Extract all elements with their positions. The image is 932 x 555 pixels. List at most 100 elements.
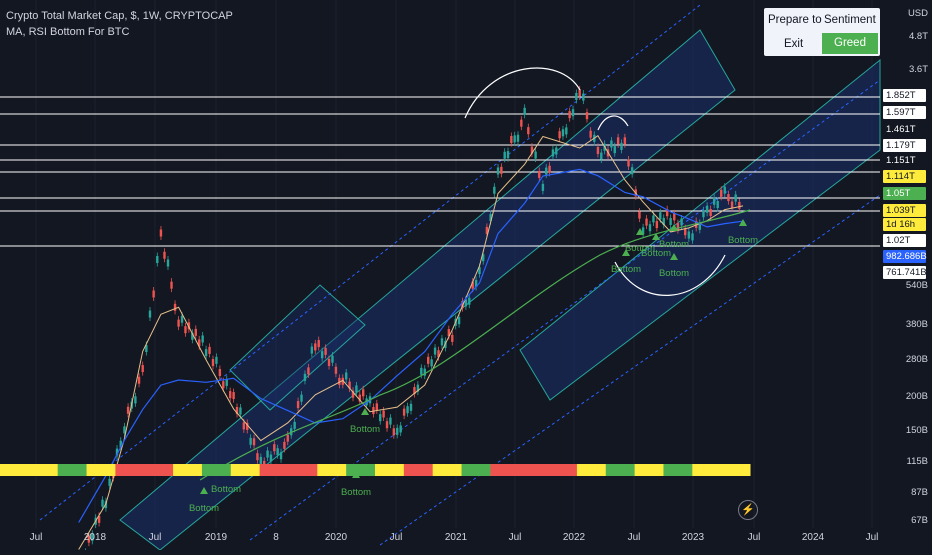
time-tick: 2019 [204, 532, 228, 543]
rsi-segment [692, 464, 722, 476]
candle-body [673, 213, 676, 221]
candle-body [211, 359, 215, 367]
rsi-segment [0, 464, 30, 476]
candle-body [589, 130, 592, 138]
candle-body [694, 220, 698, 228]
chart-title[interactable]: Crypto Total Market Cap, $, 1W, CRYPTOCA… [6, 10, 233, 22]
price-tag: 1.597T [883, 106, 926, 119]
candle-body [613, 146, 616, 154]
candle-body [246, 422, 249, 430]
candle-body [558, 131, 561, 139]
candle-body [307, 367, 310, 375]
rsi-segment [86, 464, 116, 476]
candle-body [600, 152, 603, 160]
candle-body [709, 208, 712, 216]
price-tag: 1.039T [883, 204, 926, 217]
bottom-label: Bottom [349, 424, 381, 435]
candle-body [379, 414, 382, 422]
candle-body [389, 417, 392, 425]
candle-body [108, 478, 111, 486]
candle-body [662, 217, 665, 225]
prepare-to-label: Prepare to [768, 14, 822, 26]
bottom-label: Bottom [210, 484, 242, 495]
sentiment-box: Prepare to Sentiment Exit Greed [764, 8, 880, 56]
time-tick: 2022 [562, 532, 586, 543]
candle-body [506, 151, 510, 159]
candle-body [191, 332, 194, 340]
lightning-icon[interactable]: ⚡ [738, 500, 758, 520]
candle-body [228, 391, 232, 399]
rsi-segment [173, 464, 203, 476]
candle-body [173, 303, 177, 311]
candle-body [242, 422, 246, 430]
curved-arrow [614, 254, 726, 296]
rsi-segment [288, 464, 318, 476]
candle-body [712, 197, 716, 205]
candle-body [727, 194, 730, 202]
ma-long-line [199, 209, 751, 481]
candle-body [655, 221, 659, 229]
candle-body [279, 452, 283, 460]
currency-label: USD [907, 8, 928, 19]
candle-body [610, 140, 613, 148]
price-tick: 4.8T [908, 31, 928, 42]
candle-body [180, 315, 184, 323]
candle-body [348, 381, 351, 389]
bottom-marker [361, 408, 369, 415]
candle-body [555, 147, 558, 155]
candle-body [684, 228, 687, 236]
candle-body [485, 226, 489, 234]
curved-arrow [597, 115, 629, 131]
candle-body [163, 251, 166, 259]
candle-body [273, 444, 276, 452]
rsi-segment [663, 464, 693, 476]
candle-body [641, 227, 645, 235]
time-tick: Jul [148, 532, 162, 543]
time-tick: 2021 [444, 532, 468, 543]
price-tag: 1.179T [883, 139, 926, 152]
candle-body [702, 210, 705, 218]
candle-body [300, 394, 303, 402]
candle-body [303, 373, 307, 381]
candle-body [623, 137, 627, 145]
rsi-segment [28, 464, 59, 476]
candle-body [520, 119, 523, 127]
time-tick: Jul [389, 532, 403, 543]
candle-body [482, 254, 485, 262]
candle-body [538, 170, 541, 178]
bottom-marker [636, 228, 644, 235]
candle-body [493, 186, 496, 194]
time-tick: 2023 [681, 532, 705, 543]
candle-body [513, 135, 516, 143]
candle-body [286, 434, 289, 442]
time-tick: Jul [627, 532, 641, 543]
sentiment-label: Sentiment [824, 14, 876, 26]
candle-body [652, 215, 655, 223]
price-tag: 1.05T [883, 187, 926, 200]
candle-body [474, 279, 478, 287]
candle-body [723, 186, 726, 194]
candle-body [194, 328, 197, 336]
candle-body [527, 127, 530, 135]
candle-body [496, 167, 500, 175]
candle-body [355, 385, 358, 393]
candle-body [471, 281, 474, 289]
candle-body [440, 338, 444, 346]
greed-badge: Greed [822, 33, 878, 54]
rsi-segment [57, 464, 88, 476]
candle-body [416, 384, 420, 392]
candle-body [252, 438, 256, 446]
candle-body [478, 267, 481, 275]
candle-body [716, 201, 719, 209]
candle-body [705, 205, 709, 213]
candle-body [123, 426, 126, 434]
candle-body [468, 297, 471, 305]
bottom-label: Bottom [658, 239, 690, 250]
rsi-segment [490, 464, 520, 476]
price-tick: 115B [906, 456, 928, 467]
indicator-legend[interactable]: MA, RSI Bottom For BTC [6, 26, 130, 38]
rsi-segment [634, 464, 664, 476]
time-tick: 8 [273, 532, 279, 543]
